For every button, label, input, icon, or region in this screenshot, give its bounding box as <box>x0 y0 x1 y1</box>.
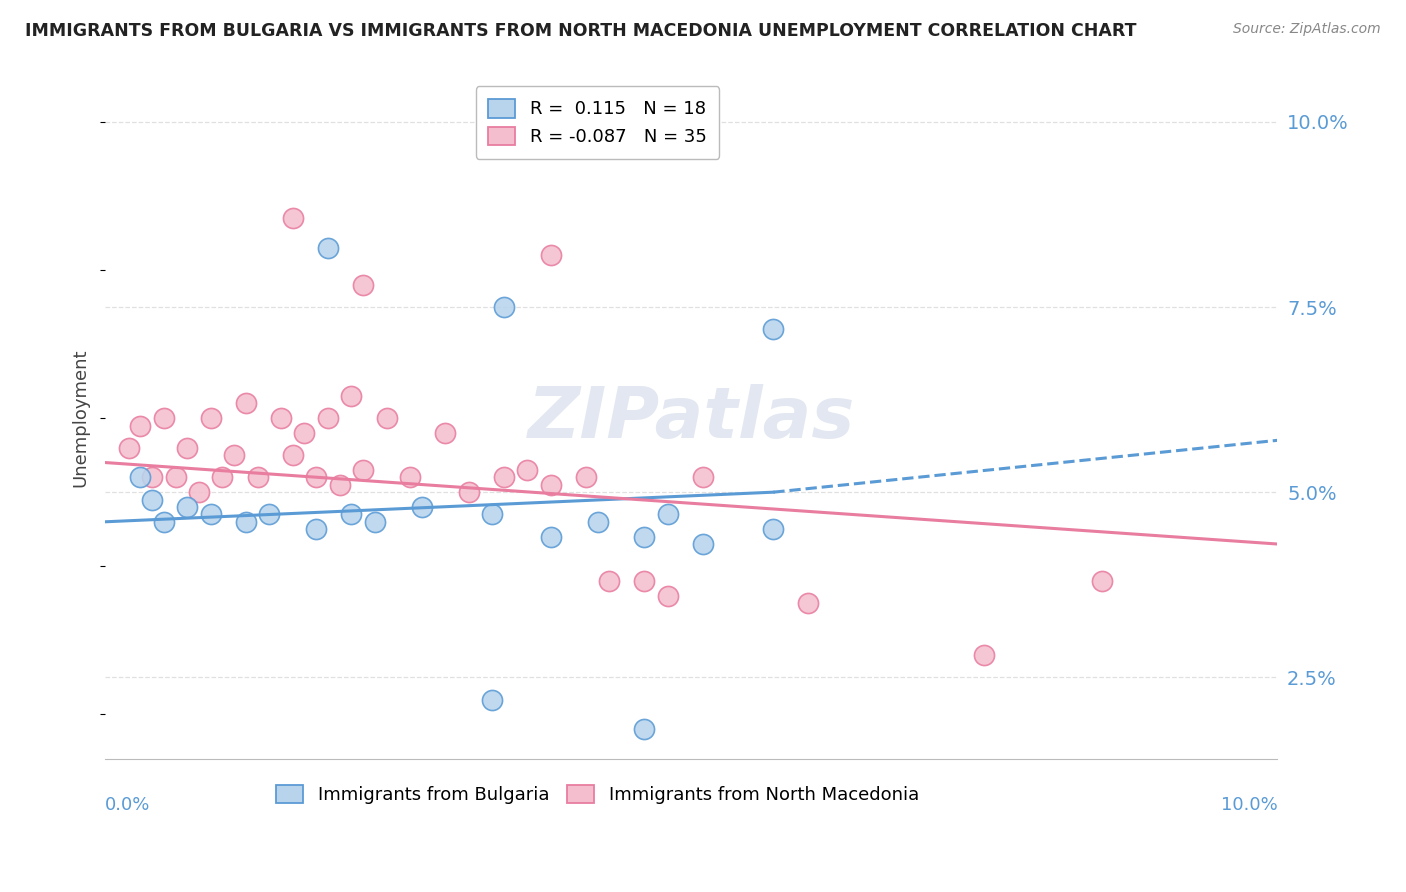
Point <box>973 648 995 662</box>
Point <box>633 574 655 588</box>
Text: IMMIGRANTS FROM BULGARIA VS IMMIGRANTS FROM NORTH MACEDONIA UNEMPLOYMENT CORRELA: IMMIGRANTS FROM BULGARIA VS IMMIGRANTS F… <box>25 22 1137 40</box>
Point <box>540 248 562 262</box>
Point <box>235 515 257 529</box>
Point <box>399 470 422 484</box>
Point <box>176 441 198 455</box>
Point <box>294 425 316 440</box>
Point <box>153 411 176 425</box>
Point <box>692 537 714 551</box>
Point <box>762 322 785 336</box>
Point <box>316 241 339 255</box>
Point <box>375 411 398 425</box>
Point <box>586 515 609 529</box>
Legend: Immigrants from Bulgaria, Immigrants from North Macedonia: Immigrants from Bulgaria, Immigrants fro… <box>269 777 927 811</box>
Point <box>633 722 655 736</box>
Point <box>692 470 714 484</box>
Point <box>1090 574 1112 588</box>
Point <box>762 522 785 536</box>
Point <box>281 448 304 462</box>
Point <box>141 492 163 507</box>
Point <box>141 470 163 484</box>
Point <box>224 448 246 462</box>
Point <box>305 470 328 484</box>
Point <box>457 485 479 500</box>
Point <box>633 530 655 544</box>
Point <box>657 589 679 603</box>
Point <box>129 470 152 484</box>
Text: ZIPatlas: ZIPatlas <box>527 384 855 452</box>
Point <box>281 211 304 226</box>
Point <box>235 396 257 410</box>
Point <box>492 470 515 484</box>
Point <box>200 508 222 522</box>
Point <box>352 463 374 477</box>
Point <box>797 596 820 610</box>
Point <box>329 477 352 491</box>
Point <box>364 515 387 529</box>
Text: 10.0%: 10.0% <box>1220 797 1277 814</box>
Point <box>129 418 152 433</box>
Point <box>340 508 363 522</box>
Point <box>340 389 363 403</box>
Text: 0.0%: 0.0% <box>105 797 150 814</box>
Point <box>270 411 292 425</box>
Point <box>492 300 515 314</box>
Point <box>540 530 562 544</box>
Point <box>434 425 457 440</box>
Point <box>598 574 620 588</box>
Point <box>118 441 141 455</box>
Point <box>316 411 339 425</box>
Point <box>481 692 503 706</box>
Point <box>540 477 562 491</box>
Point <box>411 500 433 514</box>
Point <box>165 470 187 484</box>
Point <box>657 508 679 522</box>
Point <box>259 508 281 522</box>
Point <box>352 277 374 292</box>
Point <box>200 411 222 425</box>
Text: Source: ZipAtlas.com: Source: ZipAtlas.com <box>1233 22 1381 37</box>
Point <box>575 470 598 484</box>
Point <box>153 515 176 529</box>
Point <box>481 508 503 522</box>
Point <box>188 485 211 500</box>
Y-axis label: Unemployment: Unemployment <box>72 349 89 487</box>
Point <box>211 470 233 484</box>
Point <box>176 500 198 514</box>
Point <box>305 522 328 536</box>
Point <box>516 463 538 477</box>
Point <box>246 470 269 484</box>
